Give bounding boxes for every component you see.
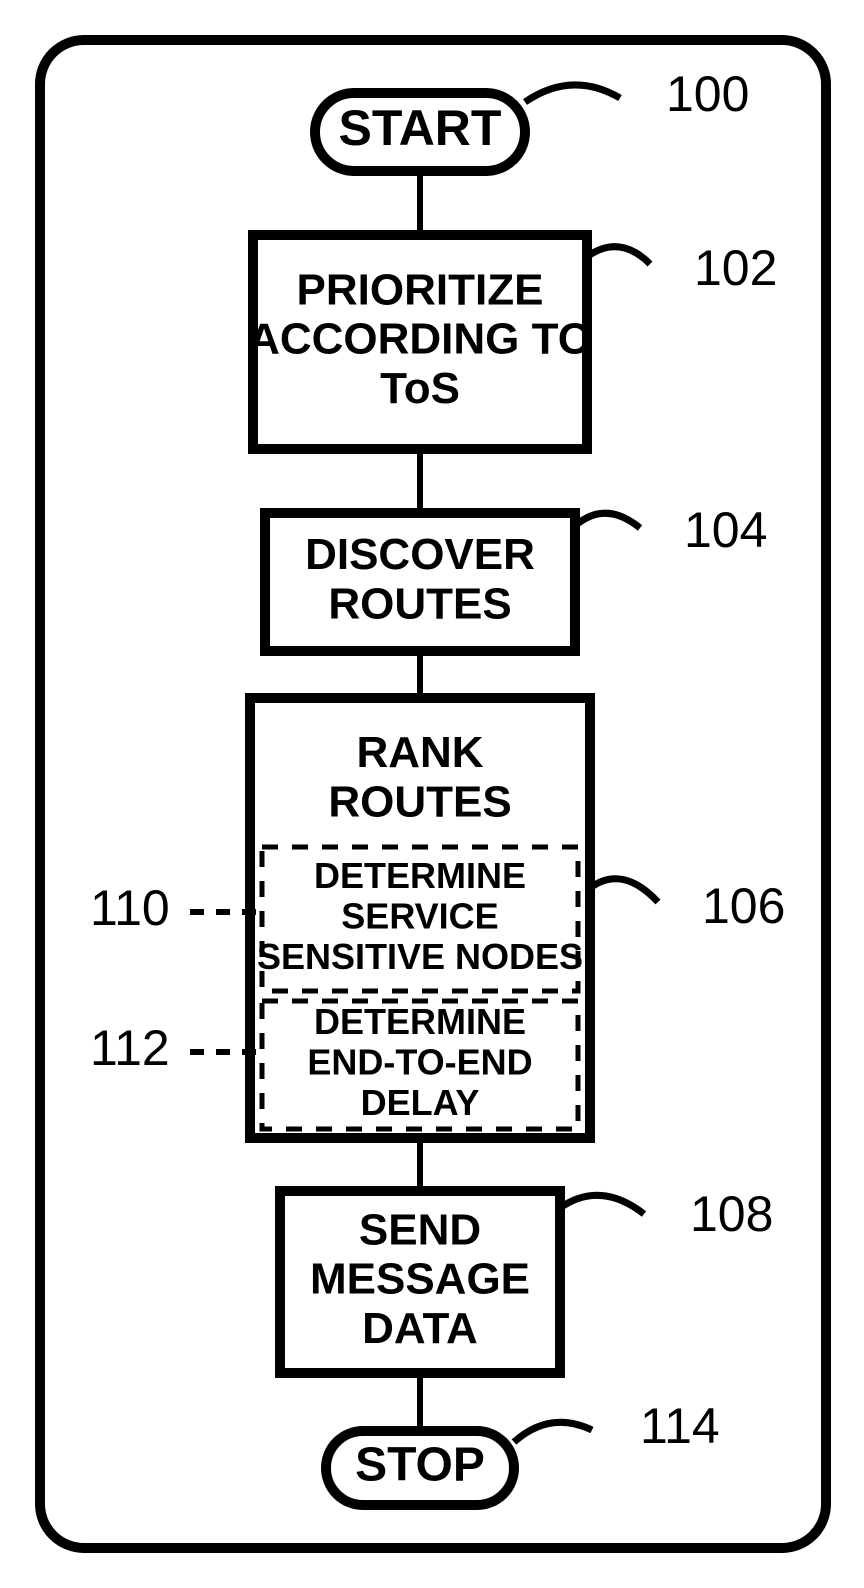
- node-disc-label-0: DISCOVER: [305, 530, 535, 579]
- callout-106-label: 106: [702, 878, 785, 934]
- node-prio-label-1: ACCORDING TO: [248, 315, 592, 364]
- node-disc: DISCOVERROUTES: [265, 513, 575, 651]
- node-start-label: START: [339, 100, 502, 156]
- callout-104-label: 104: [684, 502, 767, 558]
- rank-sub-service-nodes-label-1: SERVICE: [341, 896, 498, 937]
- rank-sub-service-nodes-label-0: DETERMINE: [314, 855, 526, 896]
- node-disc-label-1: ROUTES: [328, 579, 511, 628]
- node-prio-label-2: ToS: [380, 364, 460, 413]
- node-stop: STOP: [326, 1431, 514, 1505]
- node-stop-label: STOP: [355, 1439, 485, 1492]
- node-start: START: [315, 93, 525, 171]
- node-rank-label-1: ROUTES: [328, 777, 511, 826]
- callout-114-label: 114: [640, 1398, 720, 1454]
- callout-112-label: 112: [90, 1020, 170, 1076]
- callout-100-label: 100: [666, 66, 749, 122]
- callout-108-label: 108: [690, 1186, 773, 1242]
- node-send: SENDMESSAGEDATA: [280, 1191, 560, 1373]
- rank-sub-service-nodes-label-2: SENSITIVE NODES: [257, 936, 583, 977]
- node-rank: RANKROUTESDETERMINESERVICESENSITIVE NODE…: [250, 698, 590, 1138]
- node-send-label-1: MESSAGE: [310, 1255, 530, 1304]
- flowchart: STARTPRIORITIZEACCORDING TOToSDISCOVERRO…: [0, 0, 864, 1588]
- callout-102-label: 102: [694, 240, 777, 296]
- rank-sub-end-to-end-label-2: DELAY: [361, 1082, 480, 1123]
- callout-110-label: 110: [90, 880, 170, 936]
- node-send-label-0: SEND: [359, 1205, 481, 1254]
- rank-sub-end-to-end-label-1: END-TO-END: [307, 1042, 532, 1083]
- node-rank-label-0: RANK: [356, 728, 483, 777]
- node-send-label-2: DATA: [362, 1304, 478, 1353]
- node-prio-label-0: PRIORITIZE: [297, 265, 544, 314]
- node-prio: PRIORITIZEACCORDING TOToS: [248, 235, 592, 449]
- rank-sub-end-to-end-label-0: DETERMINE: [314, 1001, 526, 1042]
